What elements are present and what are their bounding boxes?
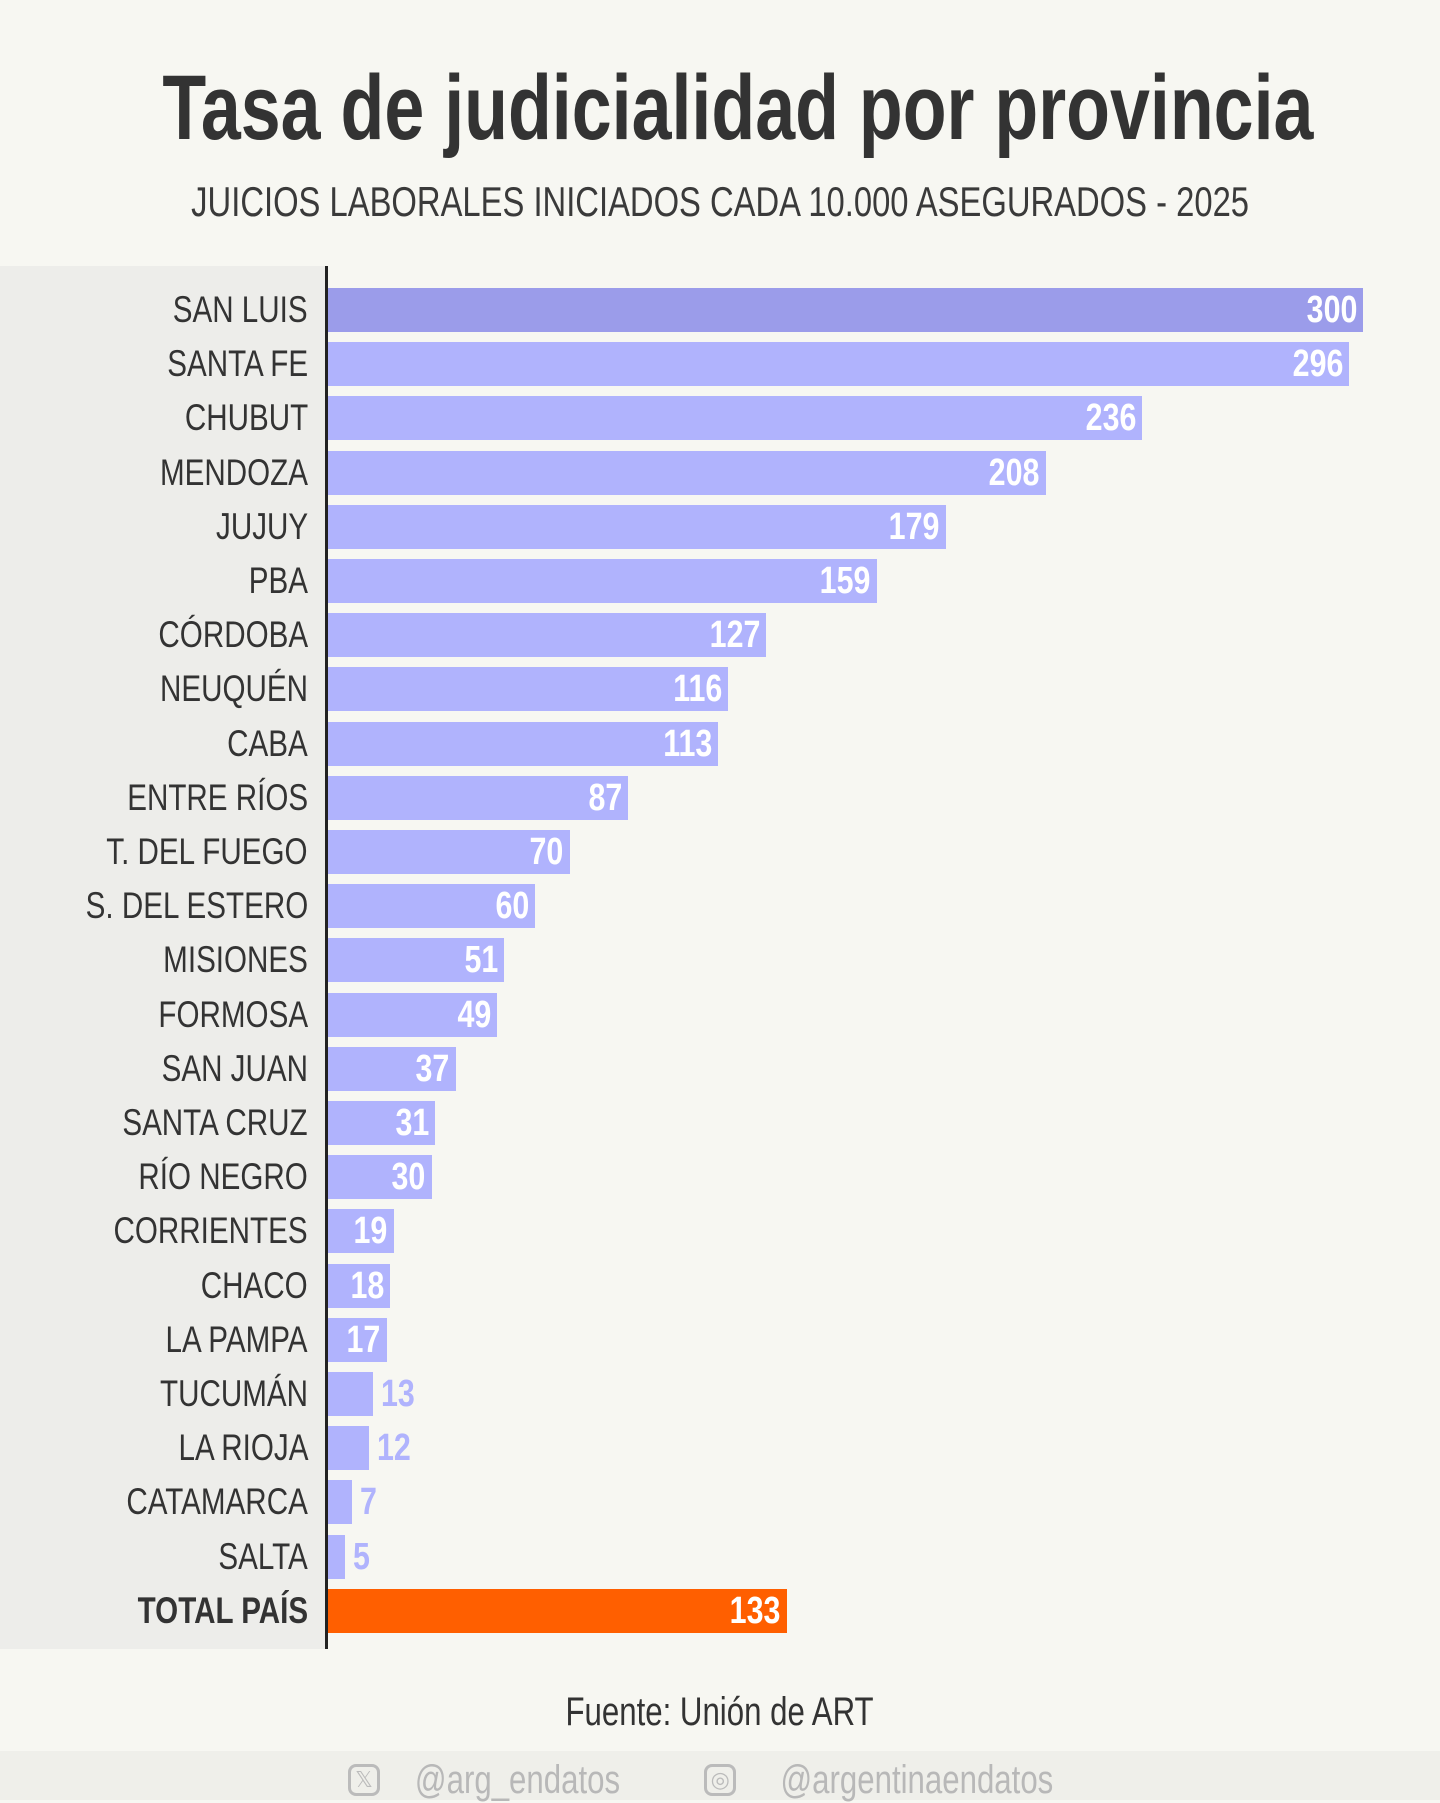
bar xyxy=(328,667,729,712)
bar xyxy=(328,342,1350,387)
bar xyxy=(328,884,535,929)
category-label: PBA xyxy=(248,560,308,601)
bar xyxy=(328,1372,373,1416)
bar xyxy=(328,1046,456,1091)
label-panel xyxy=(0,266,327,1649)
bar xyxy=(328,1317,387,1362)
data-label: 31 xyxy=(395,1102,429,1144)
category-label: MISIONES xyxy=(163,939,308,981)
data-label: 87 xyxy=(588,776,623,819)
category-label: NEUQUÉN xyxy=(159,668,308,710)
instagram-icon: ◎ xyxy=(704,1764,737,1796)
data-label: 5 xyxy=(353,1535,371,1578)
bar xyxy=(328,1480,353,1525)
total-bar xyxy=(328,1588,787,1633)
data-label: 179 xyxy=(888,505,940,548)
category-label: CHUBUT xyxy=(184,397,308,439)
data-label: 19 xyxy=(353,1210,388,1253)
data-label: 116 xyxy=(673,668,723,711)
x-logo-icon: 𝕏 xyxy=(348,1764,381,1796)
data-label: 12 xyxy=(377,1427,412,1470)
bar xyxy=(328,504,946,549)
data-label: 133 xyxy=(730,1589,781,1632)
category-label: CÓRDOBA xyxy=(158,614,308,656)
bar xyxy=(328,1426,370,1471)
data-label: 113 xyxy=(662,722,712,765)
data-label: 51 xyxy=(464,939,498,982)
bar xyxy=(328,721,718,766)
bar xyxy=(328,613,767,658)
category-label: TOTAL PAÍS xyxy=(137,1589,309,1631)
category-label: ENTRE RÍOS xyxy=(127,776,308,818)
category-label: SAN JUAN xyxy=(161,1047,308,1089)
data-label: 49 xyxy=(457,993,492,1036)
data-label: 70 xyxy=(529,831,564,873)
data-label: 30 xyxy=(391,1156,426,1199)
source-note: Fuente: Unión de ART xyxy=(565,1690,875,1734)
instagram-handle[interactable]: ◎ @argentinaendatos xyxy=(704,1757,1092,1803)
x-handle[interactable]: 𝕏 @arg_endatos xyxy=(348,1757,649,1803)
data-label: 60 xyxy=(495,885,529,928)
category-label: CORRIENTES xyxy=(113,1210,308,1252)
category-label: SANTA FE xyxy=(167,343,308,385)
bar xyxy=(328,1101,435,1145)
bar xyxy=(328,396,1143,441)
data-label: 17 xyxy=(346,1318,381,1361)
bar xyxy=(328,450,1046,495)
category-label: LA RIOJA xyxy=(178,1427,308,1469)
category-label: JUJUY xyxy=(215,505,308,547)
category-label: TUCUMÁN xyxy=(160,1373,308,1414)
data-label: 236 xyxy=(1085,397,1137,440)
bar xyxy=(328,938,504,983)
data-label: 159 xyxy=(819,560,871,602)
category-label: SANTA CRUZ xyxy=(122,1102,308,1143)
data-label: 7 xyxy=(360,1481,378,1524)
category-label: SALTA xyxy=(218,1535,308,1577)
data-label: 127 xyxy=(709,614,761,657)
data-label: 296 xyxy=(1292,343,1344,386)
data-label: 208 xyxy=(988,451,1040,494)
data-label: 18 xyxy=(350,1264,385,1307)
chart-subtitle: JUICIOS LABORALES INICIADOS CADA 10.000 … xyxy=(191,178,1249,225)
bar xyxy=(328,1209,394,1254)
category-label: S. DEL ESTERO xyxy=(85,885,308,927)
bar xyxy=(328,775,629,820)
category-label: FORMOSA xyxy=(158,993,308,1035)
category-label: CATAMARCA xyxy=(126,1481,308,1523)
category-label: SAN LUIS xyxy=(173,289,308,330)
bar xyxy=(328,559,877,603)
data-label: 13 xyxy=(380,1373,415,1415)
y-axis-line xyxy=(325,266,328,1649)
category-label: MENDOZA xyxy=(160,451,308,493)
bar xyxy=(328,1263,391,1308)
category-label: T. DEL FUEGO xyxy=(106,831,308,872)
data-label: 37 xyxy=(415,1047,450,1090)
bar xyxy=(328,992,498,1037)
category-label: RÍO NEGRO xyxy=(138,1156,308,1198)
bar xyxy=(328,1155,432,1200)
bar xyxy=(328,830,570,874)
data-label: 300 xyxy=(1306,289,1357,331)
category-label: CHACO xyxy=(201,1264,308,1306)
bar xyxy=(328,1534,346,1579)
category-label: LA PAMPA xyxy=(165,1318,308,1360)
bar xyxy=(328,288,1363,332)
chart-title: Tasa de judicialidad por provincia xyxy=(162,57,1314,159)
footer: 𝕏 @arg_endatos ◎ @argentinaendatos xyxy=(0,1751,1440,1803)
category-label: CABA xyxy=(227,722,308,764)
